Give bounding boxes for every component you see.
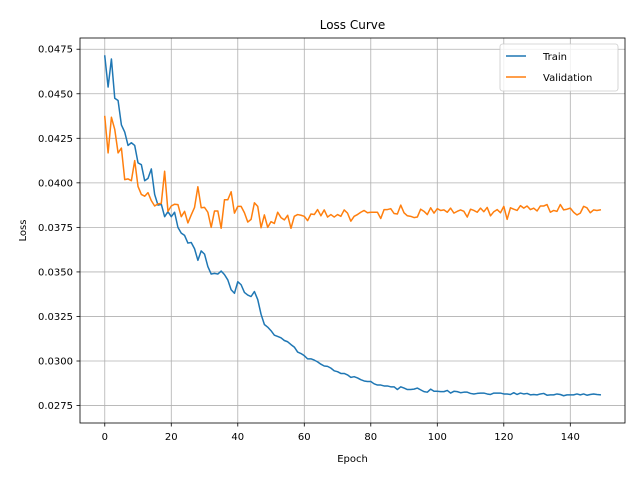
x-tick-label: 40	[231, 432, 244, 443]
y-tick-label: 0.0300	[38, 357, 73, 368]
chart-title: Loss Curve	[320, 18, 386, 32]
plot-frame	[79, 37, 626, 424]
x-axis-label: Epoch	[337, 454, 368, 465]
x-tick-label: 100	[428, 432, 447, 443]
y-tick-label: 0.0275	[38, 401, 73, 412]
y-tick-label: 0.0475	[38, 45, 73, 56]
x-tick-label: 20	[165, 432, 178, 443]
y-tick-label: 0.0400	[38, 178, 73, 189]
y-tick-label: 0.0425	[38, 134, 73, 145]
x-tick-label: 80	[364, 432, 377, 443]
series-line-train	[103, 55, 602, 397]
y-tick-label: 0.0375	[38, 223, 73, 234]
series-line-validation	[103, 115, 602, 230]
y-tick-label: 0.0350	[38, 267, 73, 278]
x-tick-label: 140	[561, 432, 580, 443]
legend-box	[499, 43, 619, 92]
grid-lines	[80, 38, 625, 423]
x-tick-label: 0	[102, 432, 108, 443]
x-tick-label: 60	[298, 432, 311, 443]
y-axis-label: Loss	[18, 220, 29, 242]
plot-series	[103, 55, 602, 397]
x-tick-label: 120	[494, 432, 513, 443]
legend-label-train: Train	[542, 52, 567, 63]
y-tick-label: 0.0325	[38, 312, 73, 323]
legend: Train Validation	[499, 43, 619, 92]
legend-label-validation: Validation	[543, 73, 592, 84]
y-tick-label: 0.0450	[38, 89, 73, 100]
x-axis-ticks: 0 20 40 60 80 100 120 140	[102, 423, 580, 443]
y-axis-ticks: 0.0275 0.0300 0.0325 0.0350 0.0375 0.0400 0.04…	[38, 45, 80, 412]
